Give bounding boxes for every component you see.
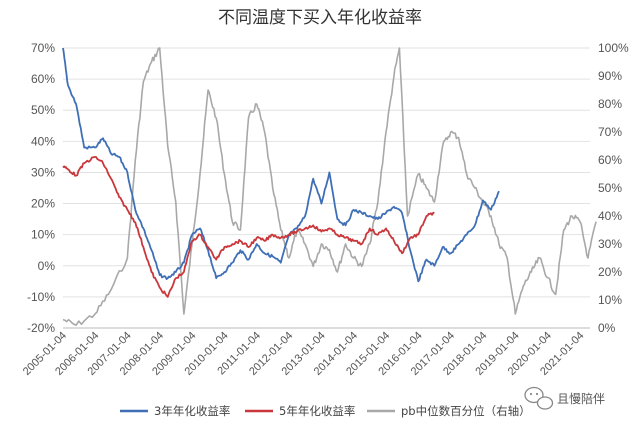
legend-label-pb: pb中位数百分位（右轴）: [401, 404, 531, 418]
chart-title: 不同温度下买入年化收益率: [218, 8, 422, 28]
x-tick-labels: 2005-01-042006-01-042007-01-042008-01-04…: [21, 330, 587, 378]
watermark-text: 且慢陪伴: [557, 391, 605, 406]
y-right-tick-labels: 100% 90% 80% 70% 60% 50% 40% 30% 20% 10% 0%: [598, 41, 629, 335]
wechat-icon: [524, 386, 554, 410]
y-left-tick: 0%: [38, 259, 56, 273]
y-right-tick: 60%: [598, 153, 622, 167]
series-line-2: [62, 47, 597, 326]
y-left-tick: 10%: [31, 228, 55, 242]
y-right-tick: 40%: [598, 209, 622, 223]
y-right-tick: 100%: [598, 41, 629, 55]
legend-label-5y: 5年年化收益率: [279, 404, 355, 418]
y-left-tick-labels: 70% 60% 50% 40% 30% 20% 10% 0% -10% -20%: [27, 41, 55, 335]
watermark: 且慢陪伴: [524, 386, 605, 410]
y-left-tick: 40%: [31, 134, 55, 148]
series-line-0: [62, 47, 500, 283]
y-right-tick: 70%: [598, 125, 622, 139]
y-left-tick: -10%: [27, 290, 55, 304]
y-left-tick: 70%: [31, 41, 55, 55]
y-right-tick: 80%: [598, 97, 622, 111]
y-left-tick: -20%: [27, 321, 55, 335]
y-right-tick: 20%: [598, 265, 622, 279]
series-line-1: [62, 156, 435, 298]
legend-label-3y: 3年年化收益率: [154, 404, 230, 418]
y-right-tick: 90%: [598, 69, 622, 83]
y-left-tick: 50%: [31, 103, 55, 117]
legend: 3年年化收益率 5年年化收益率 pb中位数百分位（右轴）: [120, 404, 531, 418]
y-left-tick: 60%: [31, 72, 55, 86]
y-right-tick: 30%: [598, 237, 622, 251]
y-left-tick: 20%: [31, 197, 55, 211]
y-right-tick: 10%: [598, 293, 622, 307]
gridlines: [63, 47, 590, 329]
series-lines: [62, 47, 597, 326]
y-right-tick: 50%: [598, 181, 622, 195]
y-left-tick: 30%: [31, 165, 55, 179]
y-right-tick: 0%: [598, 321, 616, 335]
